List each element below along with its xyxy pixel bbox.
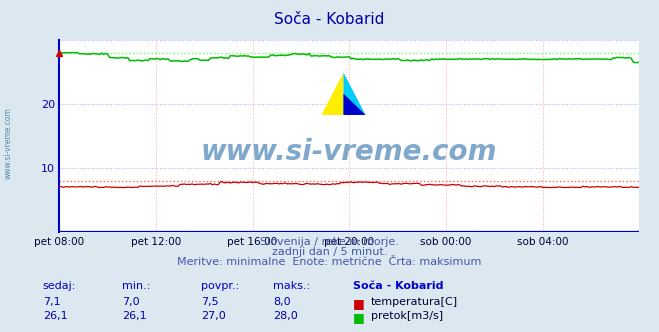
Text: pretok[m3/s]: pretok[m3/s] <box>371 311 443 321</box>
Text: Soča - Kobarid: Soča - Kobarid <box>274 12 385 27</box>
Text: min.:: min.: <box>122 281 150 290</box>
Text: Slovenija / reke in morje.: Slovenija / reke in morje. <box>260 237 399 247</box>
Text: ■: ■ <box>353 297 364 310</box>
Text: 26,1: 26,1 <box>43 311 67 321</box>
Text: 7,0: 7,0 <box>122 297 140 307</box>
Text: 7,1: 7,1 <box>43 297 61 307</box>
Text: maks.:: maks.: <box>273 281 311 290</box>
Text: Soča - Kobarid: Soča - Kobarid <box>353 281 443 290</box>
Text: 28,0: 28,0 <box>273 311 299 321</box>
Polygon shape <box>322 73 343 115</box>
Polygon shape <box>343 73 366 115</box>
Text: povpr.:: povpr.: <box>201 281 239 290</box>
Text: ■: ■ <box>353 311 364 324</box>
Polygon shape <box>343 94 366 115</box>
Text: 7,5: 7,5 <box>201 297 219 307</box>
Text: www.si-vreme.com: www.si-vreme.com <box>3 107 13 179</box>
Text: 8,0: 8,0 <box>273 297 291 307</box>
Text: 27,0: 27,0 <box>201 311 226 321</box>
Text: www.si-vreme.com: www.si-vreme.com <box>201 137 498 166</box>
Text: Meritve: minimalne  Enote: metrične  Črta: maksimum: Meritve: minimalne Enote: metrične Črta:… <box>177 257 482 267</box>
Text: temperatura[C]: temperatura[C] <box>371 297 458 307</box>
Text: 26,1: 26,1 <box>122 311 146 321</box>
Text: sedaj:: sedaj: <box>43 281 76 290</box>
Text: zadnji dan / 5 minut.: zadnji dan / 5 minut. <box>272 247 387 257</box>
